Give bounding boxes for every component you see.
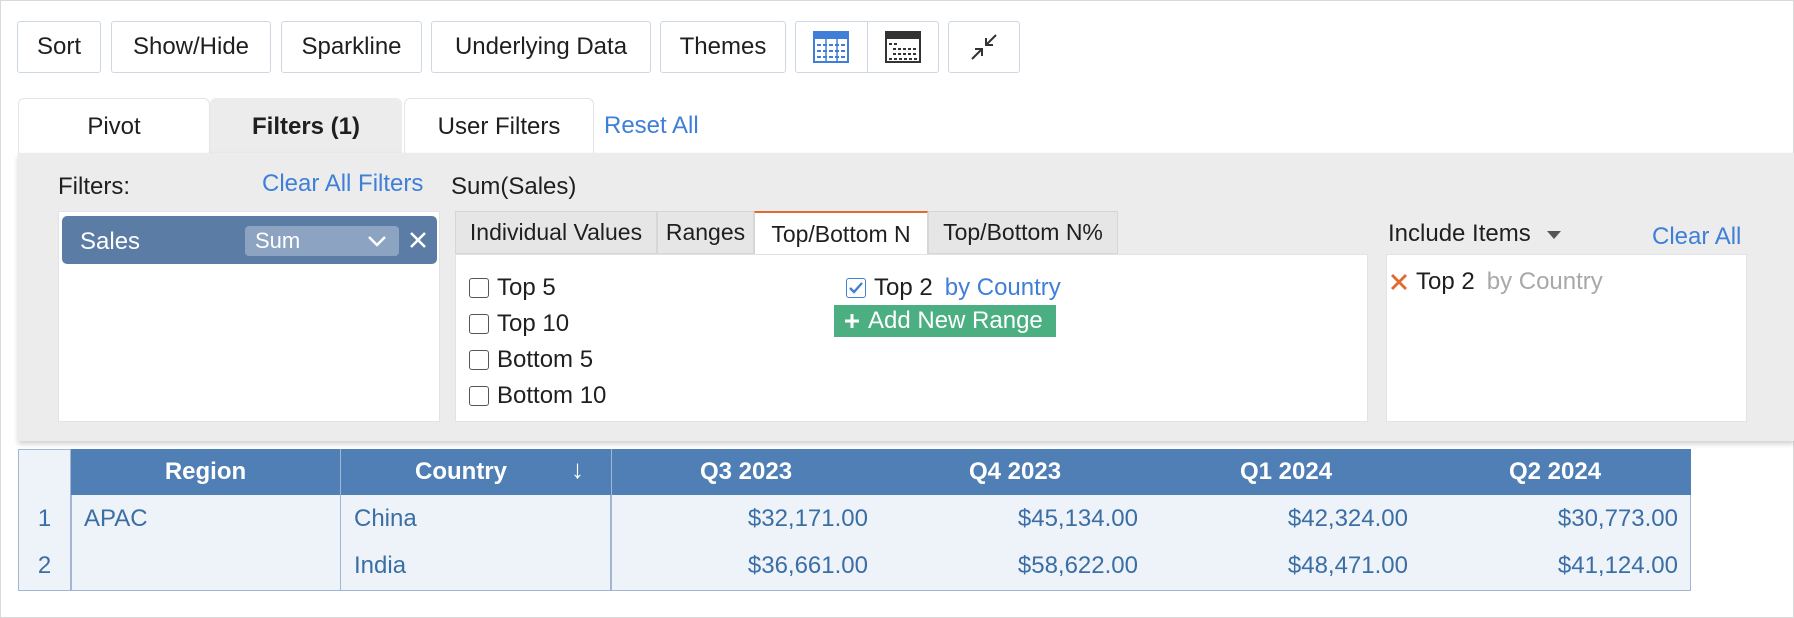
- plus-icon: [845, 314, 859, 328]
- row-number: 2: [37, 552, 52, 579]
- chip-field-name: Sales: [80, 228, 141, 255]
- included-item-label: Top 2: [1416, 268, 1475, 295]
- aggregate-value: Sum: [255, 228, 301, 253]
- tab-user-filters[interactable]: User Filters: [404, 98, 594, 154]
- sparkline-button[interactable]: Sparkline: [281, 21, 422, 73]
- cell-value[interactable]: $41,124.00: [1557, 552, 1678, 579]
- row-number: 1: [37, 505, 52, 532]
- check-icon: [849, 282, 863, 294]
- collapse-button[interactable]: [948, 21, 1020, 73]
- themes-button[interactable]: Themes: [660, 21, 786, 73]
- cell-region[interactable]: APAC: [84, 505, 148, 532]
- tab-pivot[interactable]: Pivot: [18, 98, 210, 154]
- include-items-label: Include Items: [1388, 220, 1531, 247]
- cell-value[interactable]: $48,471.00: [1287, 552, 1408, 579]
- cell-value[interactable]: $36,661.00: [747, 552, 868, 579]
- layout-toggle-group: [795, 21, 939, 73]
- option-bottom-5[interactable]: Bottom 5: [469, 346, 593, 374]
- subtab-individual-values[interactable]: Individual Values: [455, 211, 657, 254]
- caret-down-icon: [1547, 230, 1562, 239]
- filters-label: Filters:: [58, 173, 130, 200]
- checkbox[interactable]: [469, 386, 489, 406]
- cell-value[interactable]: $32,171.00: [747, 505, 868, 532]
- compact-layout-icon[interactable]: [866, 22, 939, 72]
- close-icon[interactable]: [409, 231, 427, 249]
- cell-value[interactable]: $58,622.00: [1017, 552, 1138, 579]
- add-new-range-button[interactable]: Add New Range: [834, 305, 1056, 337]
- underlying-data-button[interactable]: Underlying Data: [431, 21, 651, 73]
- clear-all-filters-link[interactable]: Clear All Filters: [262, 170, 424, 197]
- sales-filter-chip[interactable]: Sales Sum: [62, 216, 437, 264]
- option-custom-top-2[interactable]: Top 2 by Country: [846, 274, 1061, 302]
- cell-value[interactable]: $30,773.00: [1557, 505, 1678, 532]
- add-new-range-label: Add New Range: [868, 307, 1043, 334]
- tab-filters[interactable]: Filters (1): [210, 98, 402, 154]
- checkbox[interactable]: [469, 278, 489, 298]
- cell-value[interactable]: $42,324.00: [1287, 505, 1408, 532]
- include-items-dropdown[interactable]: Include Items: [1388, 220, 1562, 248]
- header-country[interactable]: Country: [415, 458, 507, 485]
- collapse-icon: [971, 34, 997, 60]
- measure-title: Sum(Sales): [451, 173, 577, 200]
- checkbox[interactable]: [469, 350, 489, 370]
- option-label: Top 5: [497, 274, 556, 301]
- clear-all-link[interactable]: Clear All: [1652, 223, 1742, 250]
- row-number-column: [18, 449, 71, 591]
- top-bottom-options-box: [455, 254, 1368, 422]
- subtab-top-bottom-n[interactable]: Top/Bottom N: [754, 211, 928, 256]
- reset-all-link[interactable]: Reset All: [604, 112, 699, 139]
- subtab-ranges[interactable]: Ranges: [657, 211, 754, 254]
- cell-country[interactable]: China: [354, 505, 417, 532]
- show-hide-button[interactable]: Show/Hide: [111, 21, 271, 73]
- remove-icon[interactable]: [1390, 273, 1408, 291]
- aggregate-select[interactable]: Sum: [245, 226, 399, 256]
- by-country-link[interactable]: by Country: [944, 274, 1061, 301]
- option-top-10[interactable]: Top 10: [469, 310, 569, 338]
- column-divider: [340, 449, 341, 591]
- option-label: Top 2: [874, 274, 933, 301]
- chevron-down-icon: [368, 236, 386, 247]
- header-region[interactable]: Region: [164, 458, 247, 485]
- included-item-by: by Country: [1486, 268, 1603, 295]
- cell-country[interactable]: India: [354, 552, 407, 579]
- sort-arrow-icon[interactable]: ↓: [571, 454, 584, 484]
- included-items-box: [1386, 254, 1747, 422]
- subtab-top-bottom-n-percent[interactable]: Top/Bottom N%: [928, 211, 1118, 254]
- checkbox[interactable]: [469, 314, 489, 334]
- sort-button[interactable]: Sort: [17, 21, 101, 73]
- included-item: Top 2 by Country: [1390, 268, 1603, 296]
- option-top-5[interactable]: Top 5: [469, 274, 556, 302]
- option-label: Top 10: [497, 310, 570, 337]
- cell-value[interactable]: $45,134.00: [1017, 505, 1138, 532]
- tabular-layout-icon[interactable]: [796, 22, 867, 72]
- option-bottom-10[interactable]: Bottom 10: [469, 382, 606, 410]
- column-divider: [611, 449, 612, 591]
- option-label: Bottom 10: [497, 382, 607, 409]
- header-row: [71, 449, 1691, 495]
- option-label: Bottom 5: [497, 346, 594, 373]
- checkbox-checked[interactable]: [846, 278, 866, 298]
